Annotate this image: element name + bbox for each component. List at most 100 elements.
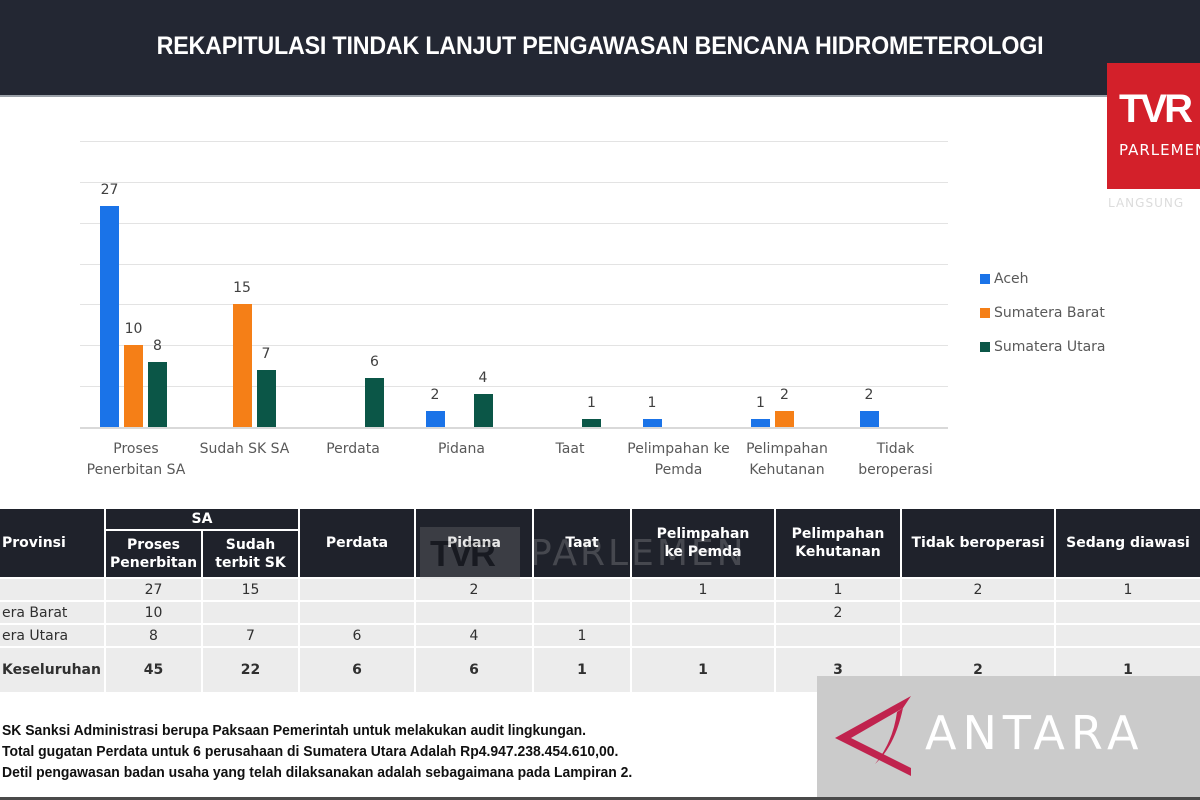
bar-value-label: 7 [261,345,271,362]
table-cell-perdata [300,602,414,623]
bar-sumatera-utara [582,418,601,427]
legend-label: Sumatera Utara [994,339,1106,355]
table-cell-kehutanan [776,625,900,646]
bar-sumatera-utara [256,369,276,427]
table-cell-sedang_diawasi [1056,602,1200,623]
x-axis-category-label: Sudah SK SA [199,441,290,457]
legend-swatch-icon [980,274,990,284]
bar-sumatera-utara [148,361,167,427]
th-perdata: Perdata [300,509,414,577]
table-total-pidana: 6 [416,648,532,692]
legend-label: Aceh [994,271,1029,287]
bar-value-label: 1 [587,394,596,411]
x-axis-category-label: Proses Penerbitan SA [86,441,186,478]
table-cell-sedang_diawasi: 1 [1056,579,1200,600]
bar-value-label: 1 [647,394,657,411]
note-2: Total gugatan Perdata untuk 6 perusahaan… [2,743,619,760]
bar-chart: 27 10 8 Proses Penerbitan SA 15 7 Sudah SK SA 6 P… [0,100,1200,500]
table-cell-provinsi: era Barat [0,602,104,623]
note-3: Detil pengawasan badan usaha yang telah … [2,764,633,781]
th-proses-penerbitan: Proses Penerbitan [106,531,201,577]
table-cell-provinsi: era Utara [0,625,104,646]
table-cell-sudah_sk [203,602,298,623]
bar-value-label: 2 [864,386,874,403]
bar-value-label: 4 [478,370,488,387]
bar-value-label: 2 [430,386,440,403]
table-cell-pemda: 1 [632,579,774,600]
th-tidak-beroperasi: Tidak beroperasi [902,509,1054,577]
x-axis-line [80,427,948,429]
table-cell-proses: 27 [106,579,201,600]
th-sedang-diawasi: Sedang diawasi [1056,509,1200,577]
bar-value-label: 10 [124,321,143,338]
table-cell-tidak_beroperasi [902,625,1054,646]
table-cell-tidak_beroperasi [902,602,1054,623]
table-cell-sedang_diawasi [1056,625,1200,646]
antara-logo-icon [835,696,911,776]
bar-aceh [100,206,119,427]
footnotes: SK Sanksi Administrasi berupa Paksaan Pe… [2,720,632,783]
bar-value-label: 2 [780,386,789,403]
gridline [80,181,948,183]
x-axis-category-label: Taat [555,441,585,457]
legend-item-sumatera-utara: Sumatera Utara [980,330,1106,364]
bar-sumatera-barat [232,304,252,427]
legend-swatch-icon [980,342,990,352]
footer-border [0,797,1200,800]
x-axis-category-label: Perdata [326,441,380,457]
th-pelimpahan-kehutanan: Pelimpahan Kehutanan [776,509,900,577]
bar-sumatera-utara [365,377,384,427]
bar-sumatera-barat [775,410,794,427]
bar-aceh [859,410,879,427]
x-axis-category-label: Tidak beroperasi [858,441,933,478]
legend-item-sumatera-barat: Sumatera Barat [980,296,1106,330]
table-cell-kehutanan: 1 [776,579,900,600]
table-total-pemda: 1 [632,648,774,692]
table-cell-pidana [416,602,532,623]
table-cell-tidak_beroperasi: 2 [902,579,1054,600]
th-pelimpahan-pemda: Pelimpahan ke Pemda [632,509,774,577]
table-total-provinsi: Keseluruhan [0,648,104,692]
gridline [80,386,948,388]
th-taat: Taat [534,509,630,577]
table-cell-perdata [300,579,414,600]
table-cell-pemda [632,625,774,646]
table-cell-kehutanan: 2 [776,602,900,623]
gridline [80,263,948,265]
legend-item-aceh: Aceh [980,262,1106,296]
table-cell-pidana: 2 [416,579,532,600]
table-total-perdata: 6 [300,648,414,692]
bar-aceh [751,418,770,427]
table-cell-sudah_sk: 15 [203,579,298,600]
gridline [80,141,948,142]
chart-legend: Aceh Sumatera Barat Sumatera Utara [980,262,1106,364]
table-total-proses: 45 [106,648,201,692]
header-bar: REKAPITULASI TINDAK LANJUT PENGAWASAN BE… [0,0,1200,97]
table-cell-proses: 10 [106,602,201,623]
table-cell-pemda [632,602,774,623]
tvr-parlemen-logo: TVR PARLEMEN [1107,63,1200,189]
bar-aceh [425,410,445,427]
table-total-sudah_sk: 22 [203,648,298,692]
legend-label: Sumatera Barat [994,305,1105,321]
th-sudah-terbit-sk: Sudah terbit SK [203,531,298,577]
x-axis-category-label: Pelimpahan ke Pemda [627,441,730,478]
gridline [80,345,948,347]
table-cell-taat: 1 [534,625,630,646]
th-provinsi: Provinsi [0,509,104,577]
th-sa-group: SA [106,509,298,529]
legend-swatch-icon [980,308,990,318]
table-cell-taat [534,602,630,623]
x-axis-category-label: Pidana [438,441,485,457]
antara-watermark: ANTARA [817,676,1200,797]
bar-value-label: 6 [370,353,379,370]
bar-aceh [642,418,662,427]
x-axis-category-label: Pelimpahan Kehutanan [746,441,828,478]
bar-sumatera-barat [124,345,143,427]
bar-value-label: 27 [100,182,119,199]
table-total-taat: 1 [534,648,630,692]
tvr-live-label: LANGSUNG [1108,196,1185,210]
antara-logo-text: ANTARA [925,706,1145,760]
table-cell-sudah_sk: 7 [203,625,298,646]
table-cell-proses: 8 [106,625,201,646]
